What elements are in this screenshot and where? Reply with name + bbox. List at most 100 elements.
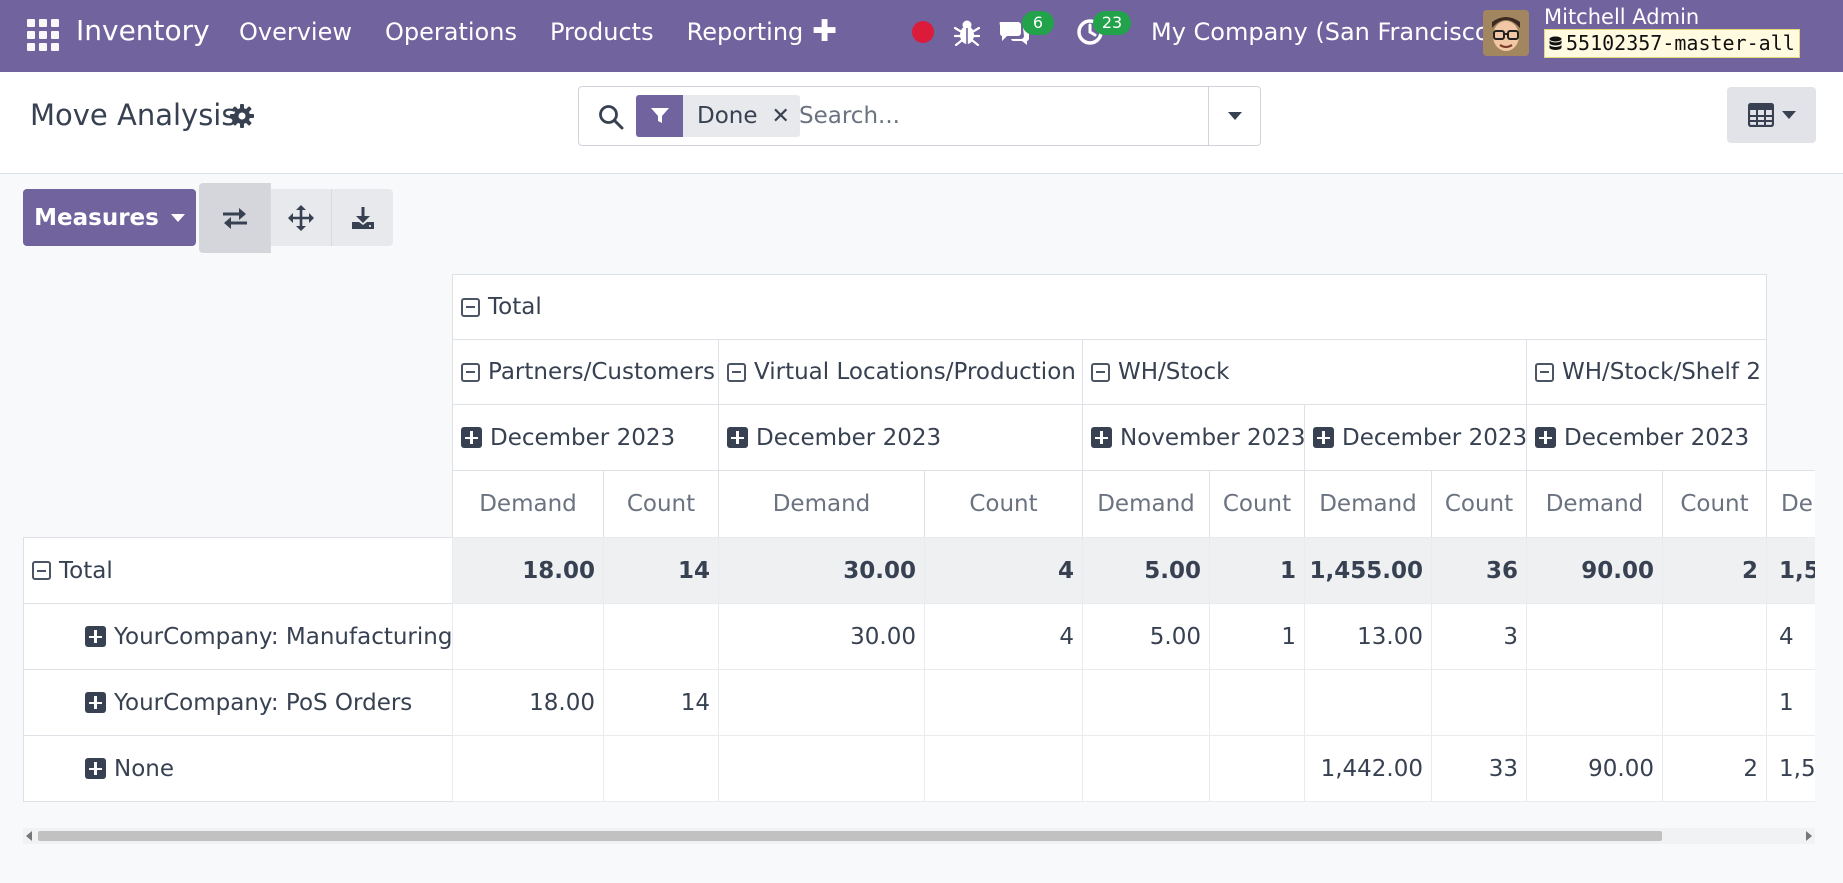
- control-panel: Move Analysis Done ✕: [0, 72, 1843, 174]
- apps-grid-icon[interactable]: [24, 16, 59, 51]
- pivot-cell[interactable]: [452, 603, 604, 670]
- pivot-cell[interactable]: 18.00: [452, 669, 604, 736]
- row-header-total[interactable]: Total: [23, 537, 453, 604]
- pivot-cell[interactable]: 13.00: [1304, 603, 1432, 670]
- row-header[interactable]: YourCompany: Manufacturing: [23, 603, 453, 670]
- pivot-cell[interactable]: [452, 735, 604, 802]
- pivot-cell[interactable]: [1662, 603, 1767, 670]
- pivot-cell[interactable]: 4: [1766, 603, 1815, 670]
- app-brand[interactable]: Inventory: [76, 14, 210, 47]
- menu-reporting[interactable]: Reporting: [686, 18, 804, 46]
- col-header-period[interactable]: December 2023: [718, 404, 1083, 471]
- pivot-cell[interactable]: 1,53: [1766, 735, 1815, 802]
- col-header-period[interactable]: December 2023: [1526, 404, 1767, 471]
- measure-header-demand[interactable]: Demand: [1304, 470, 1432, 538]
- pivot-cell[interactable]: [1209, 669, 1305, 736]
- gear-icon[interactable]: [229, 103, 255, 129]
- avatar[interactable]: [1483, 10, 1529, 56]
- pivot-cell[interactable]: [1082, 735, 1210, 802]
- pivot-cell[interactable]: [603, 735, 719, 802]
- pivot-cell[interactable]: 4: [924, 537, 1083, 604]
- horizontal-scrollbar[interactable]: [23, 828, 1815, 844]
- pivot-cell[interactable]: [1662, 669, 1767, 736]
- menu-overview[interactable]: Overview: [239, 18, 352, 46]
- pivot-cell[interactable]: 90.00: [1526, 537, 1663, 604]
- page-title[interactable]: Move Analysis: [30, 98, 237, 132]
- pivot-cell[interactable]: 4: [924, 603, 1083, 670]
- measures-button[interactable]: Measures: [23, 189, 196, 246]
- measure-header-demand[interactable]: Demand: [1082, 470, 1210, 538]
- pivot-cell[interactable]: 33: [1431, 735, 1527, 802]
- col-header-total[interactable]: Total: [452, 274, 1767, 340]
- user-name[interactable]: Mitchell Admin: [1544, 5, 1700, 29]
- pivot-cell[interactable]: 30.00: [718, 537, 925, 604]
- search-icon[interactable]: [597, 103, 625, 131]
- pivot-cell[interactable]: [1526, 669, 1663, 736]
- flip-axis-button[interactable]: [199, 183, 271, 253]
- close-icon[interactable]: ✕: [771, 103, 790, 129]
- measure-header-demand[interactable]: Demand: [452, 470, 604, 538]
- pivot-cell[interactable]: 5.00: [1082, 603, 1210, 670]
- scrollbar-thumb[interactable]: [38, 831, 1662, 841]
- pivot-cell[interactable]: [1082, 669, 1210, 736]
- menu-products[interactable]: Products: [549, 18, 654, 46]
- measure-header-count[interactable]: Count: [924, 470, 1083, 538]
- search-input[interactable]: [799, 97, 1179, 135]
- measure-header-count[interactable]: Count: [1209, 470, 1305, 538]
- pivot-cell[interactable]: [1526, 603, 1663, 670]
- pivot-cell[interactable]: 90.00: [1526, 735, 1663, 802]
- company-switcher[interactable]: My Company (San Francisco): [1151, 18, 1499, 46]
- chat-icon[interactable]: [998, 18, 1030, 46]
- scroll-right-icon[interactable]: [1806, 831, 1812, 841]
- col-header-location[interactable]: Virtual Locations/Production: [718, 339, 1083, 405]
- measure-header-demand[interactable]: Demand: [718, 470, 925, 538]
- pivot-cell[interactable]: 5.00: [1082, 537, 1210, 604]
- expand-icon: [727, 427, 748, 448]
- expand-all-button[interactable]: [271, 189, 332, 246]
- view-switcher-button[interactable]: [1727, 87, 1816, 143]
- col-header-location[interactable]: Partners/Customers: [452, 339, 719, 405]
- pivot-cell[interactable]: 1,59: [1766, 537, 1815, 604]
- pivot-cell[interactable]: 1: [1209, 603, 1305, 670]
- plus-icon[interactable]: ✚: [812, 14, 838, 49]
- col-header-location[interactable]: WH/Stock: [1082, 339, 1527, 405]
- pivot-cell[interactable]: 18.00: [452, 537, 604, 604]
- measure-header-demand[interactable]: Demand: [1766, 470, 1815, 538]
- pivot-cell[interactable]: [924, 735, 1083, 802]
- pivot-cell[interactable]: [1209, 735, 1305, 802]
- pivot-cell[interactable]: 30.00: [718, 603, 925, 670]
- col-header-period[interactable]: November 2023: [1082, 404, 1305, 471]
- row-header[interactable]: None: [23, 735, 453, 802]
- pivot-cell[interactable]: [718, 669, 925, 736]
- pivot-cell[interactable]: [1431, 669, 1527, 736]
- col-header-location[interactable]: WH/Stock/Shelf 2: [1526, 339, 1767, 405]
- measure-header-demand[interactable]: Demand: [1526, 470, 1663, 538]
- measure-header-count[interactable]: Count: [1662, 470, 1767, 538]
- pivot-cell[interactable]: [924, 669, 1083, 736]
- measure-header-count[interactable]: Count: [1431, 470, 1527, 538]
- pivot-cell[interactable]: 1: [1209, 537, 1305, 604]
- col-header-period[interactable]: December 2023: [452, 404, 719, 471]
- pivot-cell[interactable]: 1,455.00: [1304, 537, 1432, 604]
- pivot-cell[interactable]: [718, 735, 925, 802]
- row-header[interactable]: YourCompany: PoS Orders: [23, 669, 453, 736]
- pivot-cell[interactable]: 2: [1662, 537, 1767, 604]
- search-options-toggle[interactable]: [1208, 87, 1261, 145]
- bug-icon[interactable]: [954, 18, 980, 46]
- download-button[interactable]: [332, 189, 393, 246]
- pivot-cell[interactable]: 36: [1431, 537, 1527, 604]
- pivot-cell[interactable]: 3: [1431, 603, 1527, 670]
- pivot-cell[interactable]: 1: [1766, 669, 1815, 736]
- pivot-cell[interactable]: 14: [603, 537, 719, 604]
- measure-header-count[interactable]: Count: [603, 470, 719, 538]
- record-dot-icon[interactable]: [912, 21, 934, 43]
- expand-icon: [1535, 427, 1556, 448]
- menu-operations[interactable]: Operations: [385, 18, 517, 46]
- pivot-cell[interactable]: [1304, 669, 1432, 736]
- col-header-period[interactable]: December 2023: [1304, 404, 1527, 471]
- pivot-cell[interactable]: 14: [603, 669, 719, 736]
- pivot-cell[interactable]: 2: [1662, 735, 1767, 802]
- scroll-left-icon[interactable]: [26, 831, 32, 841]
- pivot-cell[interactable]: 1,442.00: [1304, 735, 1432, 802]
- pivot-cell[interactable]: [603, 603, 719, 670]
